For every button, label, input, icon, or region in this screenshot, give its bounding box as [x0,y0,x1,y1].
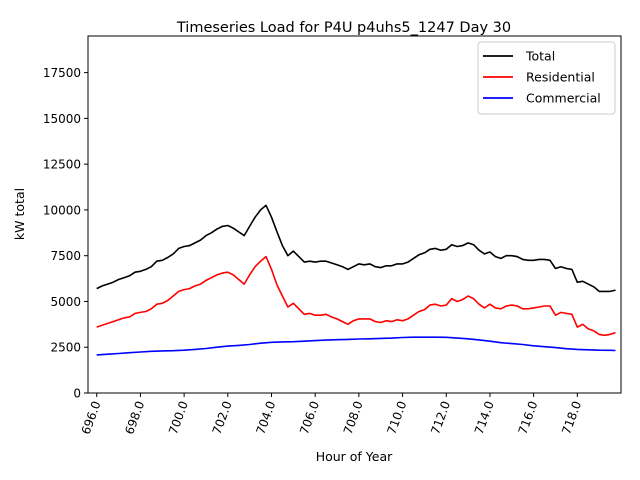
legend-label-commercial: Commercial [526,91,601,106]
y-tick-label: 5000 [50,295,81,309]
legend-label-total: Total [525,49,555,64]
series-line-residential [96,255,616,337]
y-tick-label: 10000 [43,203,81,217]
plot-frame [87,35,622,394]
y-tick-label: 12500 [43,158,81,172]
y-tick-label: 7500 [50,249,81,263]
chart-title: Timeseries Load for P4U p4uhs5_1247 Day … [176,20,511,36]
series-lines [96,204,616,356]
legend: Total Residential Commercial [477,41,616,115]
y-tick-label: 0 [73,387,81,401]
series-line-total [96,204,616,293]
legend-label-residential: Residential [526,70,595,85]
y-tick-label: 17500 [43,66,81,80]
legend-box [477,41,616,115]
series-line-commercial [96,336,616,356]
y-tick-label: 2500 [50,341,81,355]
y-axis-label: kW total [12,188,27,240]
x-axis-label: Hour of Year [316,449,393,464]
y-tick-label: 15000 [43,112,81,126]
